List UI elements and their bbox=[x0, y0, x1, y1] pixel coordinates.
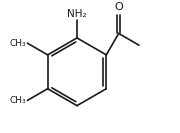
Text: CH₃: CH₃ bbox=[9, 96, 26, 105]
Text: O: O bbox=[114, 2, 123, 12]
Text: NH₂: NH₂ bbox=[67, 9, 87, 19]
Text: CH₃: CH₃ bbox=[9, 39, 26, 48]
